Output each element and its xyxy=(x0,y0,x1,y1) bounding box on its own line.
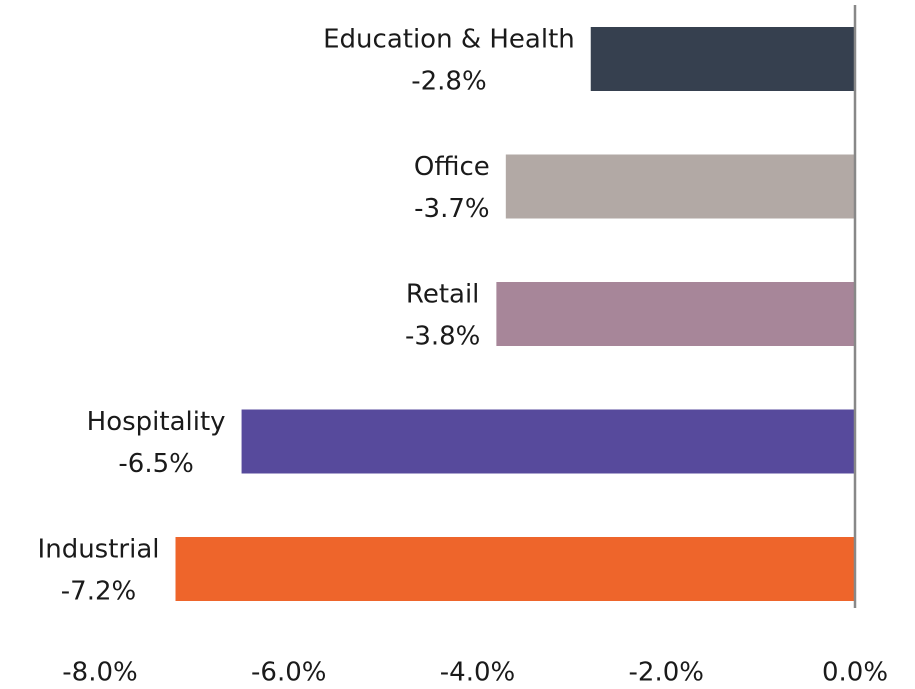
x-tick-label: -2.0% xyxy=(629,658,704,688)
bar xyxy=(241,409,855,474)
value-label: -7.2% xyxy=(61,577,136,607)
value-label: -3.8% xyxy=(405,322,480,352)
x-tick-label: -6.0% xyxy=(251,658,326,688)
x-tick-label: 0.0% xyxy=(822,658,888,688)
x-tick-label: -8.0% xyxy=(62,658,137,688)
category-label: Education & Health xyxy=(323,25,575,55)
bar xyxy=(175,537,855,601)
x-tick-label: -4.0% xyxy=(440,658,515,688)
bar xyxy=(496,282,855,346)
category-label: Office xyxy=(414,152,490,182)
bar xyxy=(505,154,855,219)
value-label: -2.8% xyxy=(411,67,486,97)
category-label: Industrial xyxy=(38,535,160,565)
category-label: Hospitality xyxy=(87,407,226,437)
value-label: -3.7% xyxy=(414,194,489,224)
category-label: Retail xyxy=(406,280,479,310)
bar xyxy=(590,27,855,91)
value-label: -6.5% xyxy=(118,449,193,479)
